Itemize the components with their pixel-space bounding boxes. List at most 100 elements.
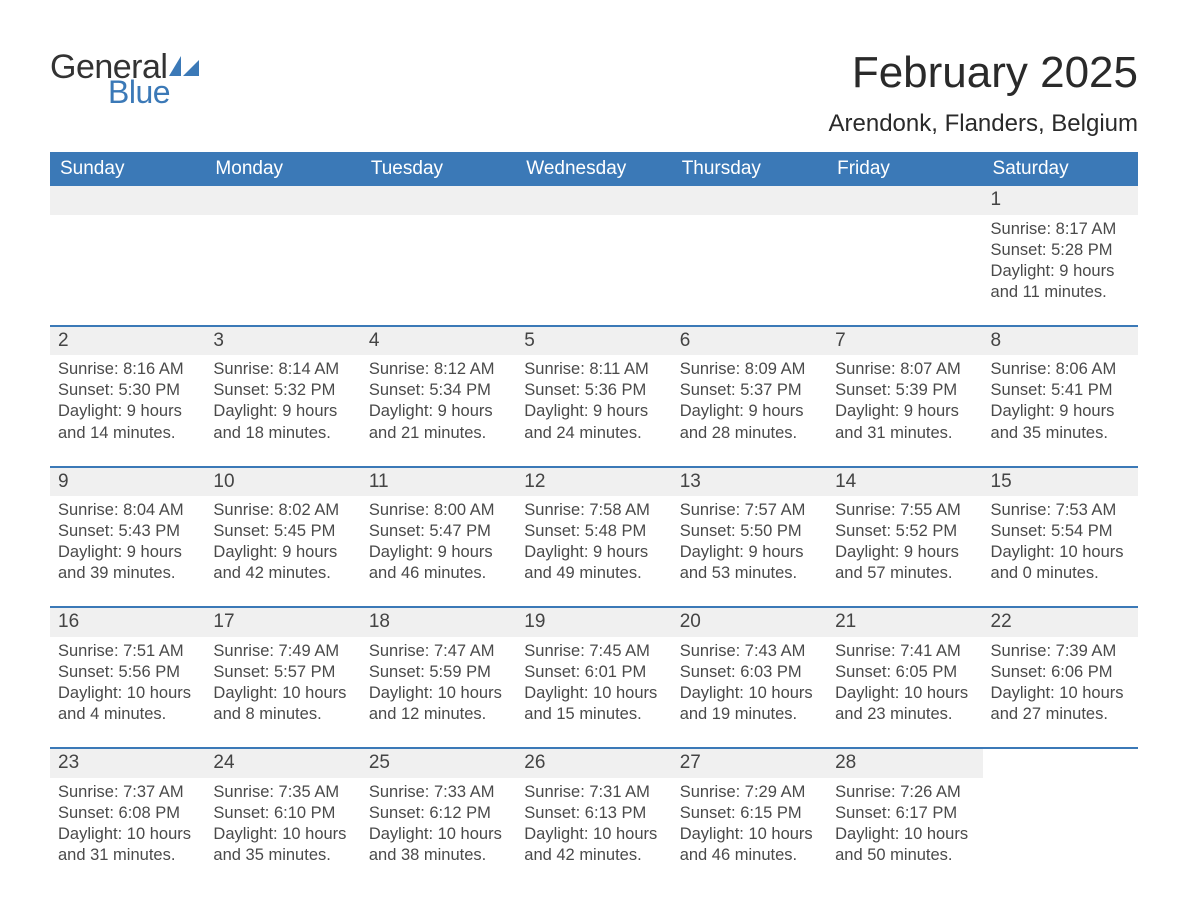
day-cell: 24 Sunrise: 7:35 AMSunset: 6:10 PMDayligh… — [205, 749, 360, 888]
sunrise-line: Sunrise: 8:07 AM — [835, 359, 974, 380]
day-number: 17 — [205, 608, 360, 636]
day-body: Sunrise: 7:43 AMSunset: 6:03 PMDaylight:… — [680, 641, 819, 725]
day-body: Sunrise: 8:00 AMSunset: 5:47 PMDaylight:… — [369, 500, 508, 584]
day-number: 24 — [205, 749, 360, 777]
day-cell: 6Sunrise: 8:09 AMSunset: 5:37 PMDaylight… — [672, 327, 827, 466]
empty-day — [361, 186, 516, 214]
day-number: 21 — [827, 608, 982, 636]
daylight-line: Daylight: 9 hours and 14 minutes. — [58, 401, 197, 443]
location-label: Arendonk, Flanders, Belgium — [829, 110, 1139, 138]
day-number: 23 — [50, 749, 205, 777]
day-number: 20 — [672, 608, 827, 636]
day-cell: 19Sunrise: 7:45 AMSunset: 6:01 PMDayligh… — [516, 608, 671, 747]
header-row: Sunday Monday Tuesday Wednesday Thursday… — [50, 152, 1138, 186]
day-cell: 12Sunrise: 7:58 AMSunset: 5:48 PMDayligh… — [516, 468, 671, 607]
sunset-line: Sunset: 5:50 PM — [680, 521, 819, 542]
day-number: 1 — [983, 186, 1138, 214]
month-title: February 2025 — [829, 50, 1139, 96]
sunset-line: Sunset: 5:32 PM — [213, 380, 352, 401]
day-number: 18 — [361, 608, 516, 636]
daylight-line: Daylight: 10 hours and 0 minutes. — [991, 542, 1130, 584]
sunset-line: Sunset: 5:41 PM — [991, 380, 1130, 401]
sunrise-line: Sunrise: 7:26 AM — [835, 782, 974, 803]
sunset-line: Sunset: 6:01 PM — [524, 662, 663, 683]
sunset-line: Sunset: 5:59 PM — [369, 662, 508, 683]
daylight-line: Daylight: 10 hours and 12 minutes. — [369, 683, 508, 725]
sunrise-line: Sunrise: 8:14 AM — [213, 359, 352, 380]
day-body: Sunrise: 7:35 AMSunset: 6:10 PMDaylight:… — [213, 782, 352, 866]
day-cell: 28Sunrise: 7:26 AMSunset: 6:17 PMDayligh… — [827, 749, 982, 888]
daylight-line: Daylight: 10 hours and 4 minutes. — [58, 683, 197, 725]
day-number: 12 — [516, 468, 671, 496]
sunset-line: Sunset: 5:47 PM — [369, 521, 508, 542]
day-number: 27 — [672, 749, 827, 777]
day-number: 16 — [50, 608, 205, 636]
day-body: Sunrise: 7:49 AMSunset: 5:57 PMDaylight:… — [213, 641, 352, 725]
day-body: Sunrise: 8:06 AMSunset: 5:41 PMDaylight:… — [991, 359, 1130, 443]
day-cell — [516, 186, 671, 325]
day-cell: 4Sunrise: 8:12 AMSunset: 5:34 PMDaylight… — [361, 327, 516, 466]
sunrise-line: Sunrise: 7:43 AM — [680, 641, 819, 662]
calendar-page: General Blue February 2025 Arendonk, Fla… — [0, 0, 1188, 916]
day-cell: 16Sunrise: 7:51 AMSunset: 5:56 PMDayligh… — [50, 608, 205, 747]
sunrise-line: Sunrise: 7:53 AM — [991, 500, 1130, 521]
day-body: Sunrise: 7:47 AMSunset: 5:59 PMDaylight:… — [369, 641, 508, 725]
sunrise-line: Sunrise: 7:31 AM — [524, 782, 663, 803]
daylight-line: Daylight: 9 hours and 24 minutes. — [524, 401, 663, 443]
daylight-line: Daylight: 10 hours and 27 minutes. — [991, 683, 1130, 725]
daylight-line: Daylight: 10 hours and 31 minutes. — [58, 824, 197, 866]
title-block: February 2025 Arendonk, Flanders, Belgiu… — [829, 50, 1139, 138]
day-body: Sunrise: 8:02 AMSunset: 5:45 PMDaylight:… — [213, 500, 352, 584]
day-cell: 1Sunrise: 8:17 AMSunset: 5:28 PMDaylight… — [983, 186, 1138, 325]
day-cell — [50, 186, 205, 325]
sunset-line: Sunset: 6:06 PM — [991, 662, 1130, 683]
day-number: 6 — [672, 327, 827, 355]
day-cell — [361, 186, 516, 325]
day-body: Sunrise: 7:55 AMSunset: 5:52 PMDaylight:… — [835, 500, 974, 584]
sunset-line: Sunset: 5:57 PM — [213, 662, 352, 683]
empty-day — [205, 186, 360, 214]
day-number: 22 — [983, 608, 1138, 636]
week-row: 9Sunrise: 8:04 AMSunset: 5:43 PMDaylight… — [50, 468, 1138, 607]
week-row: 16Sunrise: 7:51 AMSunset: 5:56 PMDayligh… — [50, 608, 1138, 747]
day-number: 25 — [361, 749, 516, 777]
week-row: 2Sunrise: 8:16 AMSunset: 5:30 PMDaylight… — [50, 327, 1138, 466]
day-body: Sunrise: 7:57 AMSunset: 5:50 PMDaylight:… — [680, 500, 819, 584]
sunrise-line: Sunrise: 8:17 AM — [991, 219, 1130, 240]
sunrise-line: Sunrise: 7:51 AM — [58, 641, 197, 662]
daylight-line: Daylight: 9 hours and 31 minutes. — [835, 401, 974, 443]
col-sunday: Sunday — [50, 152, 205, 186]
daylight-line: Daylight: 9 hours and 53 minutes. — [680, 542, 819, 584]
col-saturday: Saturday — [983, 152, 1138, 186]
daylight-line: Daylight: 9 hours and 35 minutes. — [991, 401, 1130, 443]
day-body: Sunrise: 8:11 AMSunset: 5:36 PMDaylight:… — [524, 359, 663, 443]
sunrise-line: Sunrise: 7:29 AM — [680, 782, 819, 803]
col-monday: Monday — [205, 152, 360, 186]
day-cell: 11Sunrise: 8:00 AMSunset: 5:47 PMDayligh… — [361, 468, 516, 607]
col-friday: Friday — [827, 152, 982, 186]
sunset-line: Sunset: 6:13 PM — [524, 803, 663, 824]
day-cell: 22Sunrise: 7:39 AMSunset: 6:06 PMDayligh… — [983, 608, 1138, 747]
day-body: Sunrise: 7:33 AMSunset: 6:12 PMDaylight:… — [369, 782, 508, 866]
col-tuesday: Tuesday — [361, 152, 516, 186]
day-number: 15 — [983, 468, 1138, 496]
day-cell: 8Sunrise: 8:06 AMSunset: 5:41 PMDaylight… — [983, 327, 1138, 466]
sunset-line: Sunset: 5:45 PM — [213, 521, 352, 542]
day-cell — [827, 186, 982, 325]
header: General Blue February 2025 Arendonk, Fla… — [50, 50, 1138, 138]
day-cell: 20 Sunrise: 7:43 AMSunset: 6:03 PMDayligh… — [672, 608, 827, 747]
sunrise-line: Sunrise: 7:49 AM — [213, 641, 352, 662]
daylight-line: Daylight: 10 hours and 46 minutes. — [680, 824, 819, 866]
daylight-line: Daylight: 10 hours and 19 minutes. — [680, 683, 819, 725]
sunset-line: Sunset: 6:08 PM — [58, 803, 197, 824]
logo-text-blue: Blue — [108, 76, 199, 108]
sunset-line: Sunset: 5:36 PM — [524, 380, 663, 401]
sunrise-line: Sunrise: 7:57 AM — [680, 500, 819, 521]
daylight-line: Daylight: 9 hours and 28 minutes. — [680, 401, 819, 443]
daylight-line: Daylight: 9 hours and 49 minutes. — [524, 542, 663, 584]
day-number: 5 — [516, 327, 671, 355]
week-row: 23Sunrise: 7:37 AMSunset: 6:08 PMDayligh… — [50, 749, 1138, 888]
day-cell: 26Sunrise: 7:31 AMSunset: 6:13 PMDayligh… — [516, 749, 671, 888]
sunrise-line: Sunrise: 8:16 AM — [58, 359, 197, 380]
sunset-line: Sunset: 6:17 PM — [835, 803, 974, 824]
